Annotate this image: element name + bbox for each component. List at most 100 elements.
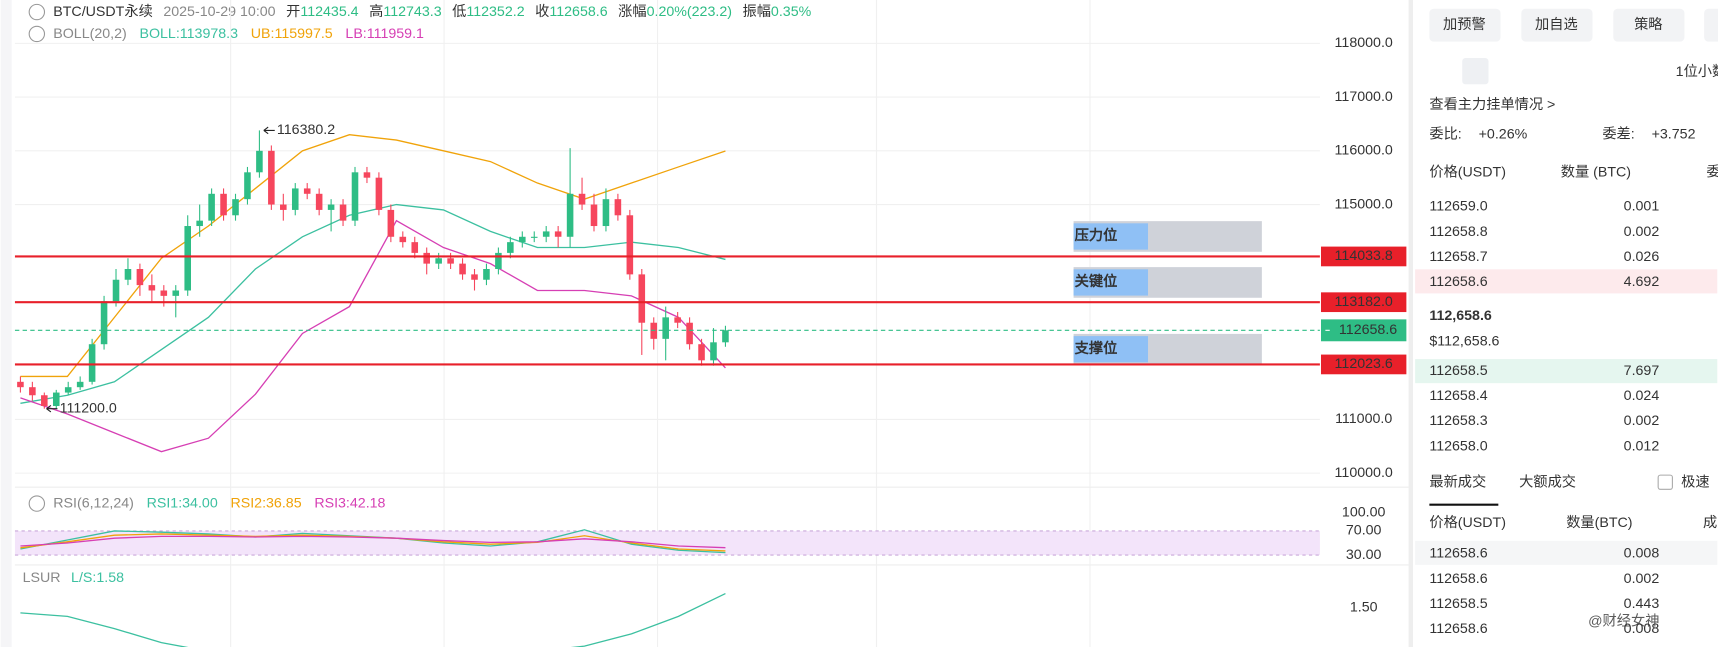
- checkbox[interactable]: [1657, 474, 1673, 490]
- level-tag: [1320, 292, 1407, 313]
- candle-body: [626, 215, 634, 275]
- label: 开: [286, 4, 300, 20]
- candle-body: [686, 322, 693, 345]
- candle-body: [554, 231, 562, 237]
- candle-body: [590, 204, 598, 227]
- button[interactable]: [1429, 8, 1501, 42]
- header-line: BTC/USDT永续 2025-10-29 10:00 开112435.4 高1…: [53, 3, 811, 20]
- bid-qty: 0.024: [1624, 388, 1660, 404]
- legend-title: RSI(6,12,24): [53, 495, 134, 511]
- candle-body: [184, 226, 191, 291]
- y-tick-label: 111000.0: [1335, 411, 1392, 427]
- zone-highlight: [1073, 269, 1149, 296]
- candle-body: [566, 193, 574, 237]
- candle-body: [280, 204, 287, 210]
- candle-body: [507, 242, 514, 253]
- candle-body: [387, 209, 395, 237]
- candle-body: [375, 177, 383, 210]
- label: 涨幅: [618, 3, 646, 20]
- legend-entry: RSI3:42.18: [314, 495, 385, 511]
- candle-body: [602, 199, 610, 227]
- panel-text: 价格(USDT): [1429, 164, 1506, 181]
- rsi-line: [20, 535, 726, 549]
- candle-body: [29, 387, 36, 396]
- high-note: 116380.2: [277, 122, 335, 138]
- last-usd: $112,658.6: [1429, 333, 1499, 349]
- candle-body: [208, 193, 215, 221]
- candle-body: [447, 258, 454, 264]
- candle-body: [160, 290, 168, 296]
- collapse-icon[interactable]: [28, 3, 46, 21]
- y-tick-label: 115000.0: [1335, 196, 1393, 212]
- panel-text: 数量(BTC): [1566, 514, 1632, 531]
- legend-entry: BOLL:113978.3: [139, 26, 238, 42]
- level-tag: [1320, 354, 1407, 375]
- level-label: 114033.8: [1335, 248, 1393, 264]
- y-tick-label: 116000.0: [1335, 143, 1393, 159]
- collapse-icon[interactable]: [28, 25, 46, 43]
- divider: [1408, 0, 1413, 647]
- datetime: 2025-10-29 10:00: [163, 4, 275, 20]
- panel-text: 委差:: [1602, 125, 1634, 142]
- candle-body: [41, 395, 48, 406]
- button[interactable]: [1704, 8, 1718, 42]
- candle-body: [291, 188, 299, 210]
- candle-body: [399, 236, 407, 243]
- y-tick-label: 30.00: [1346, 547, 1382, 563]
- candle-body: [471, 274, 478, 280]
- candle-body: [52, 392, 60, 406]
- candle-body: [100, 301, 108, 345]
- lsur-line: [20, 592, 726, 647]
- y-tick-label: 117000.0: [1335, 89, 1393, 105]
- candle-body: [220, 193, 227, 216]
- candle-body: [614, 199, 622, 216]
- note-arrow: [263, 126, 275, 135]
- candle-body: [495, 252, 502, 270]
- y-tick-label: 118000.0: [1335, 35, 1393, 51]
- candle-body: [435, 258, 442, 264]
- candle-body: [710, 342, 717, 361]
- candle-body: [722, 330, 729, 343]
- level-label: 112023.6: [1335, 356, 1393, 372]
- panel-text: 极速: [1681, 474, 1709, 491]
- button[interactable]: [1613, 8, 1685, 42]
- ask-qty: 4.692: [1624, 274, 1660, 290]
- legend-title: BOLL(20,2): [53, 26, 127, 42]
- candle-body: [17, 381, 24, 388]
- current-tag: [1320, 319, 1407, 342]
- legend-title: LSUR: [23, 570, 61, 586]
- candle-body: [244, 172, 251, 200]
- zone-label: 压力位: [1075, 226, 1118, 244]
- bid-price: 112658.0: [1429, 438, 1487, 454]
- candle-body: [578, 193, 586, 205]
- close: 112658.6: [549, 4, 607, 20]
- note-arrow: [46, 404, 58, 413]
- legend-entry: RSI1:34.00: [147, 495, 218, 511]
- ask-qty: 0.002: [1624, 224, 1660, 240]
- bid-price: 112658.3: [1429, 413, 1487, 429]
- legend-entry: RSI2:36.85: [230, 495, 301, 511]
- bid-highlight: [1415, 359, 1718, 384]
- low: 112352.2: [466, 4, 524, 20]
- candle-body: [351, 172, 359, 221]
- button[interactable]: [1521, 8, 1593, 42]
- candle-body: [124, 269, 132, 280]
- boll-line: [20, 219, 726, 453]
- panel-text: +3.752: [1652, 126, 1696, 142]
- amplitude: 0.35%: [771, 4, 812, 20]
- y-tick-label: 70.00: [1346, 523, 1382, 539]
- watermark: @财经女神: [1588, 612, 1659, 630]
- ask-highlight: [1415, 269, 1718, 294]
- view-tab[interactable]: [1462, 58, 1489, 85]
- trade-highlight: [1415, 540, 1718, 565]
- legend-entry: L/S:1.58: [71, 570, 124, 586]
- panel-text: +0.26%: [1479, 126, 1528, 142]
- candle-body: [88, 344, 96, 382]
- level-label: 113182.0: [1335, 294, 1393, 310]
- trade-price: 112658.5: [1429, 596, 1487, 612]
- zone-label: 支撑位: [1075, 339, 1118, 357]
- collapse-icon[interactable]: [28, 495, 46, 512]
- candle-body: [172, 290, 180, 296]
- candle-body: [698, 344, 705, 361]
- candle-body: [423, 252, 430, 264]
